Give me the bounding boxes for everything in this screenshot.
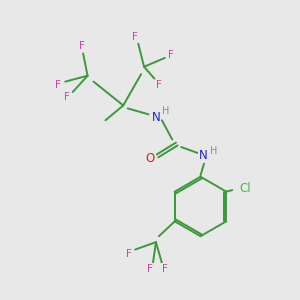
Text: Cl: Cl [240, 182, 251, 195]
Text: N: N [152, 111, 160, 124]
Text: F: F [168, 50, 174, 60]
Text: F: F [162, 264, 168, 274]
Text: F: F [79, 41, 85, 51]
Text: F: F [147, 264, 153, 274]
Text: O: O [146, 152, 154, 165]
Text: F: F [126, 249, 132, 259]
Text: N: N [199, 149, 208, 162]
Text: F: F [64, 92, 70, 101]
Text: F: F [55, 80, 61, 90]
Text: H: H [162, 106, 169, 116]
Text: F: F [156, 80, 162, 90]
Text: H: H [210, 146, 217, 156]
Text: F: F [132, 32, 138, 42]
